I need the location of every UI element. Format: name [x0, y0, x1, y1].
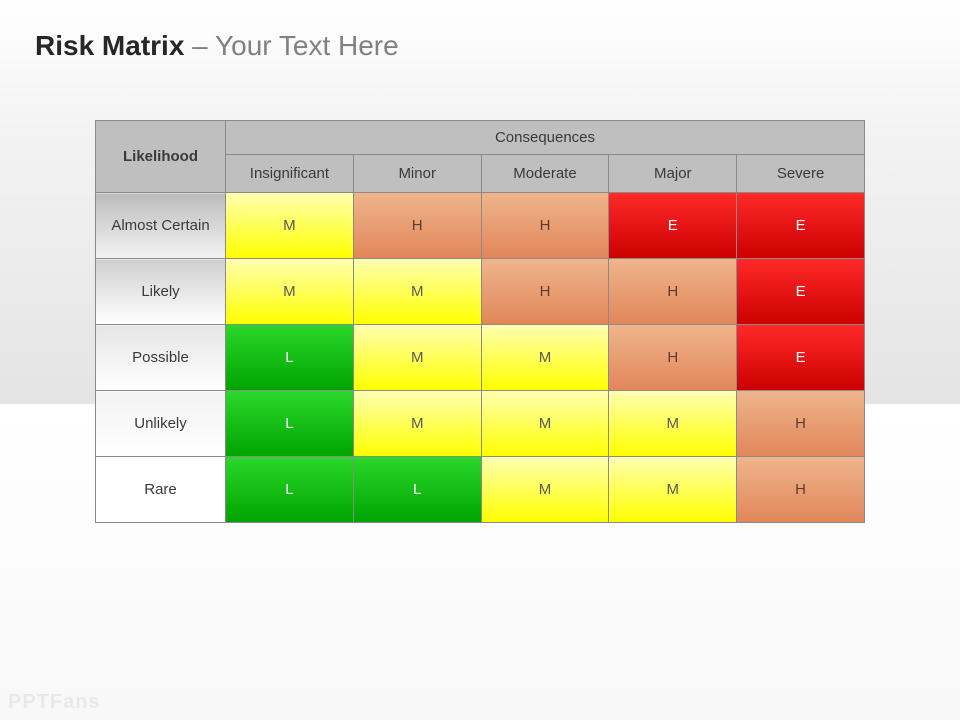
risk-cell-value: L [354, 457, 481, 522]
consequences-header: Consequences [226, 121, 865, 155]
table-row: PossibleLMMHE [96, 325, 865, 391]
risk-cell-value: M [482, 391, 609, 456]
risk-cell: M [226, 259, 354, 325]
risk-cell: M [609, 457, 737, 523]
risk-cell: E [737, 193, 865, 259]
risk-cell: L [226, 391, 354, 457]
risk-cell-value: E [737, 193, 864, 258]
risk-cell-value: M [226, 259, 353, 324]
col-hdr-1: Minor [353, 155, 481, 193]
risk-cell: M [481, 391, 609, 457]
risk-cell: E [737, 259, 865, 325]
risk-cell: H [481, 193, 609, 259]
risk-cell: H [609, 325, 737, 391]
col-hdr-2: Moderate [481, 155, 609, 193]
row-header: Unlikely [96, 391, 226, 457]
risk-cell-value: M [226, 193, 353, 258]
risk-cell-value: M [609, 457, 736, 522]
risk-cell-value: H [482, 259, 609, 324]
title-rest: – Your Text Here [184, 30, 398, 61]
row-header: Possible [96, 325, 226, 391]
risk-matrix-table: Likelihood Consequences Insignificant Mi… [95, 120, 865, 523]
risk-cell-value: H [737, 457, 864, 522]
risk-cell-value: E [737, 259, 864, 324]
risk-cell-value: E [609, 193, 736, 258]
risk-cell-value: M [609, 391, 736, 456]
matrix-body: Almost CertainMHHEELikelyMMHHEPossibleLM… [96, 193, 865, 523]
risk-cell: H [481, 259, 609, 325]
risk-matrix: Likelihood Consequences Insignificant Mi… [95, 120, 865, 523]
table-row: RareLLMMH [96, 457, 865, 523]
risk-cell: L [226, 457, 354, 523]
risk-cell-value: M [354, 259, 481, 324]
likelihood-header: Likelihood [96, 121, 226, 193]
slide: Risk Matrix – Your Text Here Likelihood … [0, 0, 960, 720]
col-hdr-0: Insignificant [226, 155, 354, 193]
risk-cell: M [353, 259, 481, 325]
risk-cell: H [737, 457, 865, 523]
table-row: Almost CertainMHHEE [96, 193, 865, 259]
risk-cell-value: H [609, 259, 736, 324]
col-hdr-3: Major [609, 155, 737, 193]
risk-cell-value: H [482, 193, 609, 258]
risk-cell-value: M [354, 325, 481, 390]
table-row: UnlikelyLMMMH [96, 391, 865, 457]
risk-cell-value: M [482, 325, 609, 390]
risk-cell-value: H [354, 193, 481, 258]
watermark: PPTFans [8, 691, 101, 714]
risk-cell: H [609, 259, 737, 325]
risk-cell: L [226, 325, 354, 391]
table-row: LikelyMMHHE [96, 259, 865, 325]
row-header: Almost Certain [96, 193, 226, 259]
risk-cell: L [353, 457, 481, 523]
row-header: Rare [96, 457, 226, 523]
risk-cell-value: H [609, 325, 736, 390]
title-bold: Risk Matrix [35, 30, 184, 61]
risk-cell: M [226, 193, 354, 259]
risk-cell: M [353, 391, 481, 457]
risk-cell: E [609, 193, 737, 259]
risk-cell: H [353, 193, 481, 259]
risk-cell: M [481, 457, 609, 523]
risk-cell-value: H [737, 391, 864, 456]
row-header: Likely [96, 259, 226, 325]
risk-cell-value: E [737, 325, 864, 390]
risk-cell-value: M [354, 391, 481, 456]
risk-cell: M [609, 391, 737, 457]
risk-cell: M [481, 325, 609, 391]
risk-cell: H [737, 391, 865, 457]
risk-cell-value: L [226, 457, 353, 522]
risk-cell-value: L [226, 391, 353, 456]
col-hdr-4: Severe [737, 155, 865, 193]
risk-cell-value: L [226, 325, 353, 390]
risk-cell: M [353, 325, 481, 391]
slide-title: Risk Matrix – Your Text Here [35, 30, 399, 62]
risk-cell: E [737, 325, 865, 391]
risk-cell-value: M [482, 457, 609, 522]
